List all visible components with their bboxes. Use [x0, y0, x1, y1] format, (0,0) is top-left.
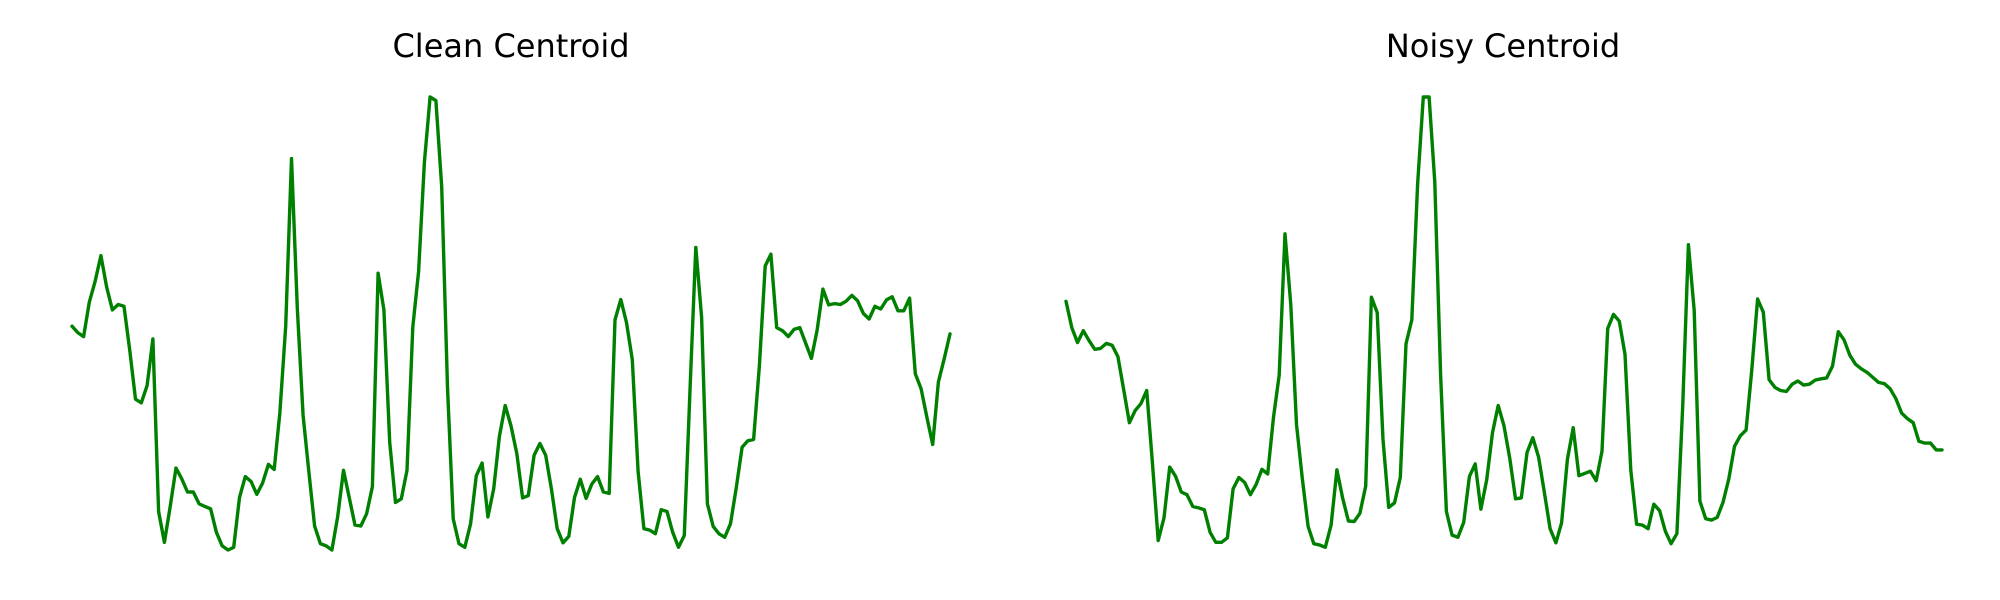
clean-centroid-panel: Clean Centroid — [70, 27, 952, 552]
noisy-centroid-title: Noisy Centroid — [1386, 27, 1620, 65]
clean-centroid-title: Clean Centroid — [392, 27, 629, 65]
clean-centroid-series-line — [70, 95, 952, 552]
noisy-centroid-panel: Noisy Centroid — [1064, 27, 1944, 549]
noisy-centroid-series-line — [1064, 95, 1944, 549]
